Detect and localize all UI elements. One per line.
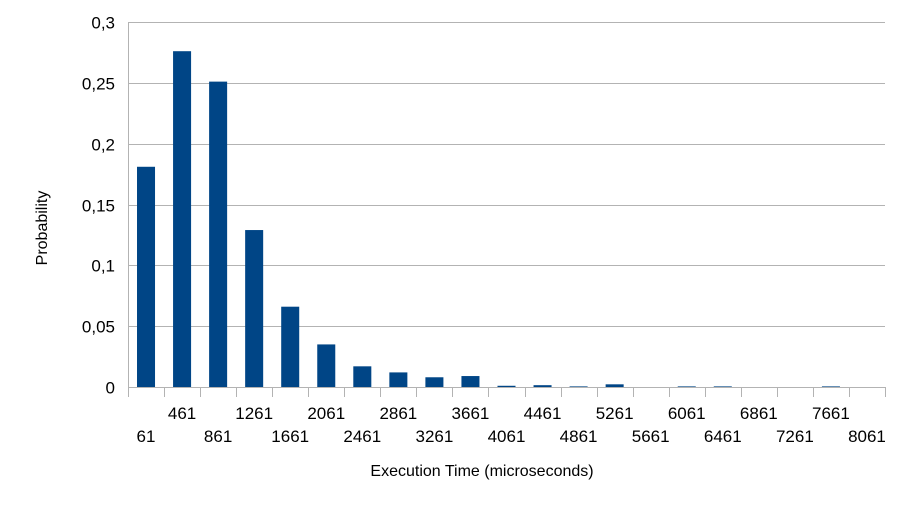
bar-2861 [389, 372, 408, 387]
grid-lines [128, 22, 886, 397]
x-tick-label: 6061 [668, 404, 706, 423]
x-tick-label: 4461 [524, 404, 562, 423]
x-tick-label: 861 [204, 427, 232, 446]
x-tick-label: 7661 [812, 404, 850, 423]
bar-6061 [677, 386, 696, 387]
x-tick-label: 4861 [560, 427, 598, 446]
bar-4861 [569, 386, 588, 387]
x-tick-label: 4061 [488, 427, 526, 446]
x-tick-label: 3661 [452, 404, 490, 423]
bar-5261 [605, 384, 624, 387]
bar-4461 [533, 385, 552, 387]
x-tick-label: 461 [168, 404, 196, 423]
bar-1661 [281, 306, 300, 387]
bar-6461 [713, 386, 732, 387]
x-tick-label: 2861 [379, 404, 417, 423]
bar-3661 [461, 376, 480, 387]
x-tick-label: 2461 [343, 427, 381, 446]
bar-861 [209, 81, 228, 388]
x-tick-label: 61 [137, 427, 156, 446]
bar-61 [137, 166, 156, 387]
y-tick-label: 0,15 [82, 197, 115, 216]
y-axis-title: Probability [34, 191, 51, 266]
bar-2061 [317, 344, 336, 387]
bar-1261 [245, 230, 264, 387]
x-tick-label: 1261 [235, 404, 273, 423]
y-tick-label: 0,2 [91, 136, 115, 155]
y-tick-label: 0,1 [91, 257, 115, 276]
x-axis-title: Execution Time (microseconds) [370, 463, 593, 480]
x-tick-label: 8061 [848, 427, 886, 446]
x-tick-label: 5261 [596, 404, 634, 423]
bar-4061 [497, 385, 516, 387]
bar-2461 [353, 366, 372, 387]
y-tick-label: 0,05 [82, 318, 115, 337]
x-tick-label: 3261 [415, 427, 453, 446]
x-tick-label: 7261 [776, 427, 814, 446]
bar-3261 [425, 377, 444, 387]
y-tick-label: 0,25 [82, 75, 115, 94]
x-tick-label: 6461 [704, 427, 742, 446]
y-axis-ticks: 0 0,05 0,1 0,15 0,2 0,25 0,3 [82, 14, 115, 398]
bar-461 [173, 51, 192, 387]
bar-7661 [821, 386, 840, 387]
bars [137, 51, 840, 388]
y-tick-label: 0,3 [91, 14, 115, 33]
y-tick-label: 0 [106, 379, 115, 398]
x-tick-label: 6861 [740, 404, 778, 423]
x-tick-label: 5661 [632, 427, 670, 446]
x-tick-label: 2061 [307, 404, 345, 423]
x-tick-label: 1661 [271, 427, 309, 446]
